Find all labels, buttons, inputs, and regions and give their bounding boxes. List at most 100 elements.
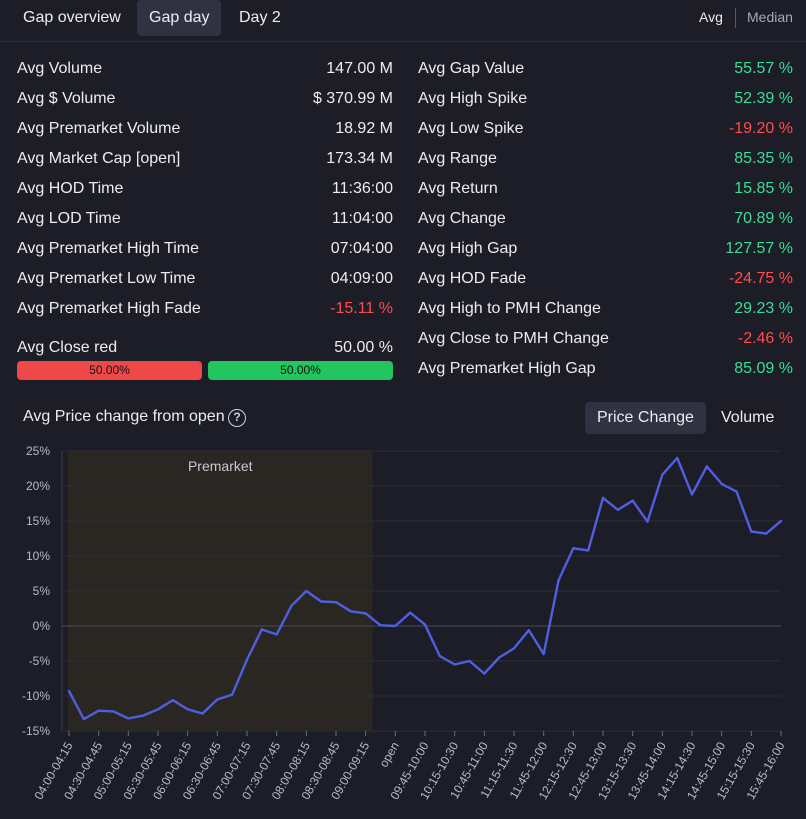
tab-gap-overview[interactable]: Gap overview bbox=[23, 9, 121, 26]
x-tick-label: 07:30-07:45 bbox=[239, 739, 283, 802]
data-point bbox=[216, 698, 219, 701]
stat-label: Avg High Spike bbox=[418, 90, 528, 107]
stat-label: Avg $ Volume bbox=[17, 90, 116, 107]
data-point bbox=[171, 699, 175, 702]
y-tick-label: 0% bbox=[33, 619, 51, 633]
premarket-region bbox=[68, 451, 373, 731]
data-point bbox=[557, 579, 560, 582]
data-point bbox=[67, 689, 71, 693]
price-change-button[interactable]: Price Change bbox=[585, 402, 706, 434]
x-tick-label: 09:00-09:15 bbox=[328, 739, 372, 802]
stat-value: 15.85 % bbox=[734, 180, 793, 197]
data-point bbox=[275, 633, 278, 636]
stat-value: -19.20 % bbox=[728, 120, 793, 137]
data-point bbox=[497, 656, 501, 659]
close-red-label: Avg Close red bbox=[17, 339, 118, 356]
data-point bbox=[305, 589, 308, 593]
data-point bbox=[423, 623, 427, 626]
stat-value: -15.11 % bbox=[330, 300, 393, 317]
y-tick-label: -10% bbox=[22, 689, 50, 703]
data-point bbox=[156, 708, 160, 711]
data-point bbox=[690, 493, 694, 496]
stat-value: -2.46 % bbox=[737, 330, 793, 347]
x-tick-label: 08:00-08:15 bbox=[269, 739, 313, 802]
data-point bbox=[735, 490, 738, 493]
y-tick-label: 20% bbox=[26, 479, 50, 493]
stat-value: 11:04:00 bbox=[331, 210, 393, 227]
stat-value: $ 370.99 M bbox=[312, 90, 393, 107]
data-point bbox=[542, 652, 545, 656]
stat-value: 11:36:00 bbox=[331, 180, 393, 197]
data-point bbox=[334, 601, 338, 604]
data-point bbox=[586, 549, 590, 552]
stat-label: Avg Premarket High Time bbox=[17, 240, 199, 257]
y-tick-label: 25% bbox=[26, 444, 50, 458]
data-point bbox=[112, 710, 115, 713]
y-tick-label: -15% bbox=[22, 724, 50, 738]
avg-toggle[interactable]: Avg bbox=[699, 9, 723, 25]
tab-gap-day[interactable]: Gap day bbox=[137, 0, 222, 36]
x-tick-label: 11:15-11:30 bbox=[477, 739, 520, 800]
stat-value: 85.09 % bbox=[734, 360, 793, 377]
x-tick-label: 11:45-12:00 bbox=[507, 739, 551, 801]
median-toggle[interactable]: Median bbox=[747, 9, 793, 25]
x-tick-label: 05:00-05:15 bbox=[91, 739, 135, 802]
data-point bbox=[661, 473, 664, 476]
stat-label: Avg Market Cap [open] bbox=[17, 150, 181, 167]
data-point bbox=[379, 624, 382, 627]
data-point bbox=[364, 612, 367, 615]
close-green-bar: 50.00% bbox=[208, 361, 393, 380]
stat-label: Avg Change bbox=[418, 210, 506, 227]
data-point bbox=[675, 456, 679, 460]
stat-label: Avg Premarket High Fade bbox=[17, 300, 201, 317]
stat-value: 52.39 % bbox=[734, 90, 793, 107]
x-tick-label: 10:45-11:00 bbox=[447, 739, 491, 801]
x-tick-label: 05:30-05:45 bbox=[120, 739, 164, 802]
x-tick-label: 15:45-16:00 bbox=[743, 739, 787, 802]
stat-value: 29.23 % bbox=[734, 300, 793, 317]
data-point bbox=[82, 717, 86, 721]
stat-label: Avg HOD Fade bbox=[418, 270, 527, 287]
data-point bbox=[201, 712, 204, 715]
stat-label: Avg Range bbox=[418, 150, 497, 167]
y-tick-label: 15% bbox=[26, 514, 50, 528]
price-change-line bbox=[67, 456, 782, 721]
data-point bbox=[631, 499, 634, 502]
stat-value: 85.35 % bbox=[734, 150, 793, 167]
data-point bbox=[97, 709, 100, 712]
close-red-bar: 50.00% bbox=[17, 361, 202, 380]
close-red-value: 50.00 % bbox=[334, 339, 393, 356]
x-tick-label: 06:30-06:45 bbox=[180, 739, 224, 802]
data-point bbox=[394, 624, 397, 628]
data-point bbox=[572, 547, 575, 550]
volume-button[interactable]: Volume bbox=[721, 409, 775, 426]
x-tick-label: 04:30-04:45 bbox=[61, 739, 105, 802]
x-tick-label: 08:30-08:45 bbox=[298, 739, 342, 802]
stat-label: Avg Return bbox=[418, 180, 498, 197]
x-tick-label: 10:15-10:30 bbox=[417, 739, 461, 802]
stat-label: Avg Gap Value bbox=[418, 60, 525, 77]
stat-value: 173.34 M bbox=[326, 150, 393, 167]
x-tick-label: 04:00-04:15 bbox=[31, 739, 75, 802]
data-point bbox=[230, 693, 234, 696]
x-tick-label: 13:15-13:30 bbox=[595, 739, 639, 802]
stat-value: 07:04:00 bbox=[330, 240, 393, 257]
y-tick-label: -5% bbox=[29, 654, 51, 668]
stat-label: Avg Close to PMH Change bbox=[418, 330, 609, 347]
data-point bbox=[512, 647, 516, 650]
data-point bbox=[186, 708, 189, 711]
x-tick-label: 12:45-13:00 bbox=[565, 739, 609, 802]
data-point bbox=[527, 629, 531, 632]
stat-label: Avg Premarket High Gap bbox=[418, 360, 596, 377]
x-tick-label: 14:45-15:00 bbox=[684, 739, 728, 802]
stat-label: Avg High to PMH Change bbox=[418, 300, 601, 317]
stat-label: Avg HOD Time bbox=[17, 180, 124, 197]
tab-day-2[interactable]: Day 2 bbox=[239, 9, 281, 26]
x-tick-label: 14:15-14:30 bbox=[654, 739, 698, 802]
stat-value: 55.57 % bbox=[734, 60, 793, 77]
x-tick-label: 13:45-14:00 bbox=[625, 739, 669, 802]
question-circle-icon[interactable]: ? bbox=[228, 409, 246, 427]
data-point bbox=[616, 508, 620, 511]
x-tick-label: 15:15-15:30 bbox=[714, 739, 758, 802]
data-point bbox=[705, 465, 709, 468]
